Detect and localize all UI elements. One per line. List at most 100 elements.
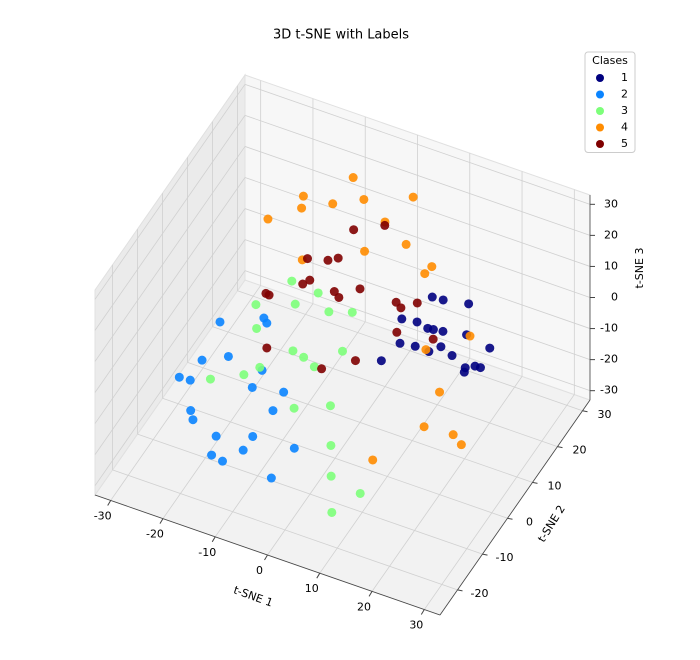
grid-line	[371, 376, 523, 592]
point	[427, 292, 437, 302]
point	[289, 443, 299, 453]
grid-line	[94, 84, 246, 300]
y-tick	[507, 517, 513, 520]
legend-label: 1	[621, 71, 628, 84]
point	[297, 203, 307, 213]
legend-marker	[596, 90, 604, 99]
y-tick-label: -10	[496, 551, 514, 564]
point	[368, 455, 378, 465]
legend-title: Clases	[592, 54, 628, 67]
point	[261, 288, 271, 298]
point	[438, 326, 448, 336]
point	[205, 374, 215, 384]
grid-line	[237, 290, 583, 412]
point	[251, 300, 261, 310]
point	[263, 214, 273, 224]
point	[420, 269, 430, 279]
x-tick	[264, 554, 268, 561]
point	[185, 375, 195, 385]
grid-line	[162, 397, 508, 519]
grid-line	[423, 394, 575, 610]
point	[248, 431, 258, 441]
legend-marker	[596, 123, 604, 132]
point	[207, 450, 217, 460]
grid-line	[94, 177, 246, 393]
x-tick-label: -20	[146, 528, 164, 541]
y-tick	[457, 589, 463, 592]
grid-line	[244, 83, 591, 205]
y-tick	[582, 410, 588, 413]
legend-label: 5	[621, 137, 628, 150]
point	[419, 422, 429, 432]
point	[456, 440, 466, 450]
grid-line	[94, 208, 246, 424]
point	[326, 471, 336, 481]
point	[252, 323, 262, 333]
point	[447, 351, 457, 361]
point	[325, 401, 335, 411]
point	[329, 287, 339, 297]
grid-line	[187, 362, 533, 483]
z-tick-label: -20	[600, 353, 618, 366]
point	[215, 317, 225, 327]
point	[299, 352, 309, 362]
grid-line	[112, 469, 458, 591]
point	[238, 445, 248, 455]
grid-line	[244, 146, 591, 267]
point	[188, 415, 198, 425]
z-tick-label: -30	[600, 384, 618, 397]
y-tick-label: -20	[471, 587, 489, 600]
point	[348, 173, 358, 183]
grid-line	[244, 208, 591, 329]
point	[313, 288, 323, 298]
x-tick	[159, 518, 164, 524]
point	[460, 363, 470, 373]
legend-label: 2	[621, 88, 628, 101]
x-tick-label: 30	[409, 619, 423, 632]
grid-line	[110, 285, 262, 501]
point	[333, 253, 343, 263]
point	[355, 488, 365, 498]
point	[392, 327, 402, 337]
point	[197, 355, 207, 365]
point	[428, 325, 438, 335]
y-tick	[482, 553, 488, 556]
point	[380, 220, 390, 230]
point	[376, 356, 386, 366]
point	[475, 363, 485, 373]
point	[326, 440, 336, 450]
point	[279, 387, 289, 397]
y-tick-label: 30	[598, 408, 612, 421]
y-tick	[532, 481, 538, 484]
legend-label: 3	[621, 104, 628, 117]
point	[287, 276, 297, 286]
point	[349, 225, 359, 235]
x-tick	[211, 536, 216, 543]
point	[268, 406, 278, 416]
point	[355, 284, 365, 294]
y-tick-label: 10	[548, 479, 562, 492]
point	[360, 246, 370, 256]
grid-line	[137, 433, 483, 555]
point	[327, 507, 337, 517]
point	[448, 430, 458, 440]
x-tick-label: -30	[94, 509, 112, 522]
point	[412, 317, 422, 327]
point	[323, 255, 333, 265]
point	[255, 362, 265, 372]
grid-line	[267, 339, 418, 556]
point	[259, 313, 269, 323]
point	[465, 331, 475, 341]
point	[395, 338, 405, 348]
point	[412, 298, 422, 308]
point	[347, 307, 357, 317]
point	[410, 341, 420, 351]
grid-line	[244, 270, 591, 392]
x-tick	[316, 572, 321, 579]
grid-line	[94, 115, 246, 331]
point	[485, 343, 495, 353]
point	[435, 387, 445, 397]
point	[309, 362, 319, 372]
z-tick-label: 0	[611, 291, 618, 304]
